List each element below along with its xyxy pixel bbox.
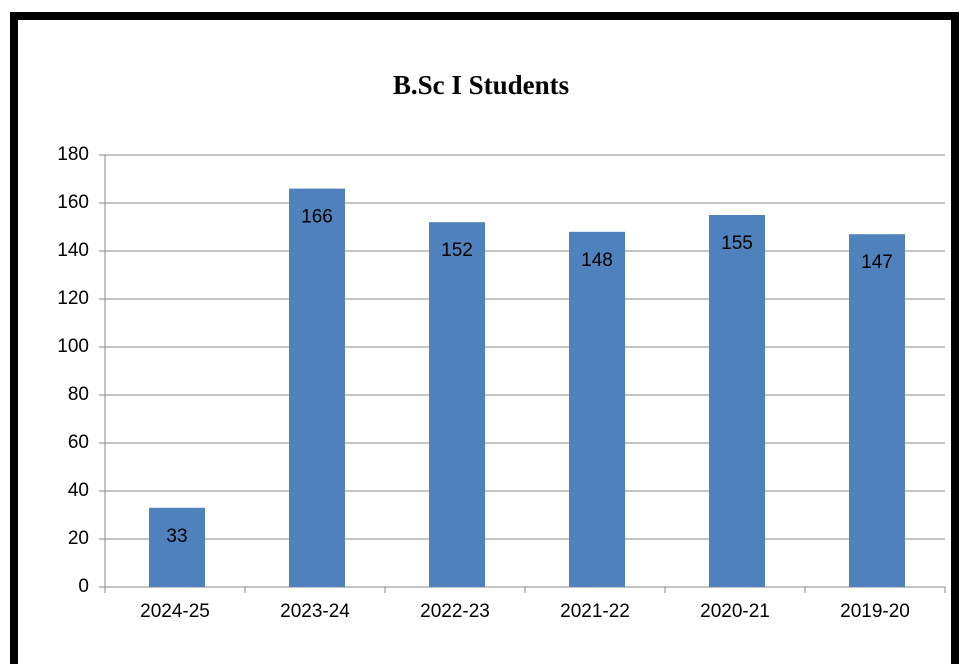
- data-label: 148: [581, 250, 613, 271]
- y-tick-label: 0: [78, 576, 89, 597]
- bar: [149, 507, 205, 587]
- bar: [569, 231, 625, 588]
- bar: [709, 215, 765, 587]
- x-tick-label: 2020-21: [700, 601, 770, 622]
- x-tick-label: 2023-24: [280, 601, 350, 622]
- bar: [849, 234, 905, 587]
- data-label: 152: [441, 240, 473, 261]
- x-tick-label: 2024-25: [140, 601, 210, 622]
- y-tick-label: 100: [57, 336, 89, 357]
- y-tick-label: 20: [68, 528, 89, 549]
- data-label: 147: [861, 252, 893, 273]
- x-tick-label: 2022-23: [420, 601, 490, 622]
- x-tick-label: 2021-22: [560, 601, 630, 622]
- y-tick-label: 120: [57, 288, 89, 309]
- y-tick-label: 80: [68, 384, 89, 405]
- chart-title: B.Sc I Students: [393, 70, 569, 100]
- bar: [289, 188, 345, 587]
- y-tick-label: 180: [57, 144, 89, 165]
- x-tick-label: 2019-20: [840, 601, 910, 622]
- y-tick-label: 140: [57, 240, 89, 261]
- bar: [429, 222, 485, 587]
- data-label: 33: [166, 526, 187, 547]
- y-tick-label: 60: [68, 432, 89, 453]
- y-tick-label: 40: [68, 480, 89, 501]
- data-label: 155: [721, 233, 753, 254]
- data-label: 166: [301, 207, 333, 228]
- y-tick-label: 160: [57, 192, 89, 213]
